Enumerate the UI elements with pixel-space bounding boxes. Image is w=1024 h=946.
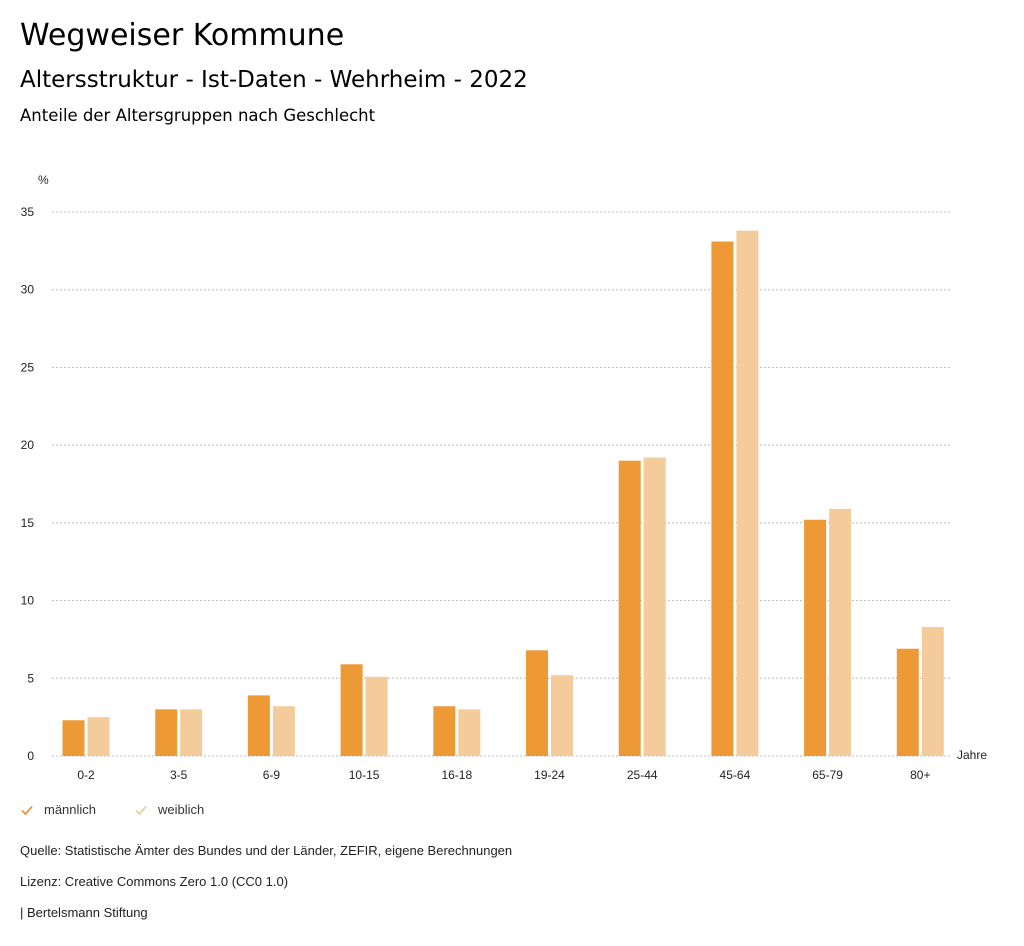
x-tick-label: 65-79 [812, 768, 843, 782]
y-tick-label: 20 [21, 438, 35, 452]
x-tick-label: 25-44 [627, 768, 658, 782]
y-tick-label: 15 [21, 516, 35, 530]
x-tick-label: 6-9 [263, 768, 281, 782]
legend-label: männlich [44, 802, 97, 817]
bar-weiblich-65-79[interactable] [829, 508, 852, 756]
checkmark-icon [21, 805, 33, 815]
publisher-note: | Bertelsmann Stiftung [20, 905, 148, 920]
bar-chart: 0 5 10 15 20 25 30 35 % 0-2 3-5 6-9 10-15 16-18 19-2… [21, 173, 988, 782]
bar-weiblich-0-2[interactable] [87, 717, 110, 756]
x-tick-label: 80+ [910, 768, 930, 782]
checkmark-icon [135, 805, 147, 815]
bar-maennlich-19-24[interactable] [526, 650, 548, 756]
bar-maennlich-16-18[interactable] [433, 706, 456, 756]
gridlines [52, 211, 952, 757]
bars [62, 230, 944, 756]
legend-item-weiblich[interactable]: weiblich [134, 802, 204, 817]
y-tick-label: 30 [21, 283, 35, 297]
y-axis-ticks: 0 5 10 15 20 25 30 35 [21, 205, 35, 763]
legend-label: weiblich [158, 802, 205, 817]
bar-weiblich-80+[interactable] [921, 626, 944, 756]
bar-weiblich-19-24[interactable] [551, 675, 573, 756]
source-note: Quelle: Statistische Ämter des Bundes un… [20, 843, 513, 858]
y-tick-label: 0 [27, 749, 34, 763]
x-tick-label: 16-18 [441, 768, 472, 782]
bar-weiblich-6-9[interactable] [272, 706, 295, 756]
x-tick-label: 3-5 [170, 768, 188, 782]
y-tick-label: 35 [21, 205, 35, 219]
bar-weiblich-25-44[interactable] [643, 457, 666, 756]
bar-maennlich-10-15[interactable] [340, 664, 363, 756]
bar-weiblich-16-18[interactable] [458, 709, 481, 756]
legend-item-maennlich[interactable]: männlich [20, 802, 96, 817]
bar-maennlich-45-64[interactable] [711, 241, 734, 756]
y-tick-label: 10 [21, 594, 35, 608]
bar-weiblich-3-5[interactable] [180, 709, 203, 756]
license-note: Lizenz: Creative Commons Zero 1.0 (CC0 1… [20, 874, 289, 889]
x-tick-label: 19-24 [534, 768, 565, 782]
x-tick-label: 45-64 [720, 768, 751, 782]
chart-description: Anteile der Altersgruppen nach Geschlech… [20, 106, 376, 125]
bar-maennlich-6-9[interactable] [247, 695, 270, 756]
bar-maennlich-80+[interactable] [896, 648, 919, 756]
page-title: Wegweiser Kommune [20, 18, 345, 53]
x-tick-label: 0-2 [77, 768, 95, 782]
x-tick-label: 10-15 [349, 768, 380, 782]
chart-subtitle: Altersstruktur - Ist-Daten - Wehrheim - … [20, 67, 528, 93]
bar-maennlich-65-79[interactable] [804, 519, 827, 756]
bar-maennlich-3-5[interactable] [155, 709, 178, 756]
x-axis-label: Jahre [957, 748, 987, 762]
y-axis-label: % [38, 173, 49, 187]
y-tick-label: 25 [21, 360, 35, 374]
bar-weiblich-10-15[interactable] [365, 676, 388, 756]
legend: männlich weiblich [20, 802, 242, 817]
x-axis-ticks: 0-2 3-5 6-9 10-15 16-18 19-24 25-44 45-64 65-79 8… [77, 768, 930, 782]
bar-maennlich-0-2[interactable] [62, 720, 85, 756]
bar-maennlich-25-44[interactable] [618, 460, 641, 756]
bar-weiblich-45-64[interactable] [736, 230, 759, 756]
y-tick-label: 5 [27, 671, 34, 685]
